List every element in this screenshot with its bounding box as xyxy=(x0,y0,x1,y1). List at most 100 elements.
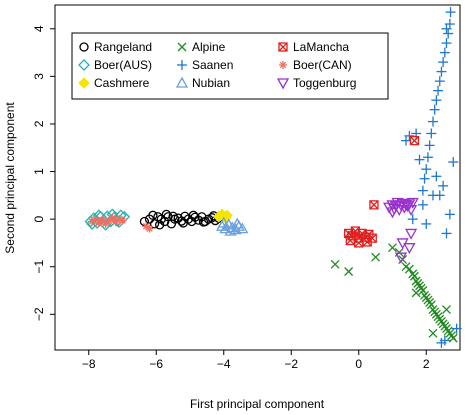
data-point xyxy=(428,328,438,338)
x-tick-label: 2 xyxy=(423,357,430,371)
data-point xyxy=(231,217,244,229)
data-point xyxy=(414,154,425,165)
data-point xyxy=(217,216,230,228)
data-point xyxy=(417,199,428,210)
data-point xyxy=(403,243,416,255)
data-point xyxy=(442,305,451,315)
data-point xyxy=(404,228,418,240)
legend-label: Toggenburg xyxy=(293,76,356,90)
legend-item: Cashmere xyxy=(78,76,150,90)
series-nubian xyxy=(215,216,249,236)
data-point xyxy=(422,152,433,163)
x-tick-label: −4 xyxy=(217,357,231,371)
data-point xyxy=(424,140,435,151)
legend-marker xyxy=(78,77,90,89)
legend-item: Alpine xyxy=(177,40,226,54)
data-point xyxy=(161,209,172,220)
data-point xyxy=(145,224,154,233)
series-boer-can- xyxy=(88,214,154,233)
data-point xyxy=(401,135,411,146)
data-point xyxy=(409,135,420,146)
legend-label: Boer(CAN) xyxy=(293,58,352,72)
series-rangeland xyxy=(139,209,224,230)
data-point xyxy=(448,333,458,343)
data-point xyxy=(236,222,249,234)
legend-label: Alpine xyxy=(192,40,226,54)
data-point xyxy=(441,38,452,49)
series-toggenburg xyxy=(383,197,419,264)
data-point xyxy=(178,218,188,228)
y-tick-label: 4 xyxy=(32,25,46,32)
data-point xyxy=(445,7,456,18)
data-point xyxy=(367,233,377,243)
series-alpine xyxy=(330,243,458,343)
data-point xyxy=(418,286,428,295)
series-lamancha xyxy=(343,135,420,248)
data-point xyxy=(419,173,430,184)
data-point xyxy=(421,218,432,229)
series-saanen xyxy=(401,7,462,348)
data-point xyxy=(344,267,354,276)
data-point xyxy=(451,323,462,334)
data-point xyxy=(417,185,428,196)
y-axis-label: Second principal component xyxy=(3,102,17,254)
data-point xyxy=(441,23,452,34)
y-tick-label: 2 xyxy=(32,120,46,127)
data-point xyxy=(426,128,437,139)
data-point xyxy=(436,66,447,77)
data-point xyxy=(434,190,445,201)
data-point xyxy=(118,216,127,225)
legend-marker xyxy=(278,42,288,52)
data-point xyxy=(198,217,209,227)
x-tick-label: 0 xyxy=(355,357,362,371)
data-point xyxy=(404,264,414,274)
data-point xyxy=(431,95,442,106)
data-point xyxy=(431,171,442,182)
data-point xyxy=(386,207,399,219)
data-point xyxy=(148,210,158,220)
data-point xyxy=(433,85,444,96)
data-point xyxy=(411,288,421,298)
data-point xyxy=(229,223,242,235)
y-tick-label: 0 xyxy=(32,215,46,222)
data-point xyxy=(403,199,416,211)
data-point xyxy=(443,28,454,39)
legend-label: Rangeland xyxy=(94,40,152,54)
data-point xyxy=(330,259,340,269)
data-point xyxy=(369,200,379,210)
legend-item: Nubian xyxy=(175,76,230,90)
data-point xyxy=(441,228,452,239)
legend-item: Boer(AUS) xyxy=(78,58,152,72)
data-point xyxy=(188,210,199,220)
data-point xyxy=(354,238,364,248)
legend-label: Nubian xyxy=(192,76,230,90)
legend-label: LaMancha xyxy=(293,40,349,54)
y-tick-label: −1 xyxy=(32,260,46,274)
data-point xyxy=(224,224,237,236)
data-point xyxy=(371,252,381,262)
y-tick-label: 3 xyxy=(32,73,46,80)
data-point xyxy=(426,300,436,310)
x-tick-label: −2 xyxy=(284,357,298,371)
legend-item: Boer(CAN) xyxy=(279,58,352,72)
data-point xyxy=(388,243,397,253)
plot-frame xyxy=(54,4,461,351)
data-point xyxy=(221,209,233,222)
data-point xyxy=(444,209,455,220)
data-point xyxy=(409,271,419,281)
data-point xyxy=(438,57,449,68)
data-point xyxy=(406,197,419,209)
data-point xyxy=(108,214,117,223)
data-point xyxy=(154,220,165,230)
data-point xyxy=(168,211,178,221)
legend-marker xyxy=(177,60,187,70)
x-tick-label: −6 xyxy=(149,357,163,371)
data-point xyxy=(362,237,372,247)
data-point xyxy=(434,76,445,87)
data-point xyxy=(439,335,450,346)
legend-label: Cashmere xyxy=(94,76,150,90)
data-point xyxy=(139,216,150,227)
data-point xyxy=(219,222,232,234)
data-point xyxy=(428,116,438,127)
